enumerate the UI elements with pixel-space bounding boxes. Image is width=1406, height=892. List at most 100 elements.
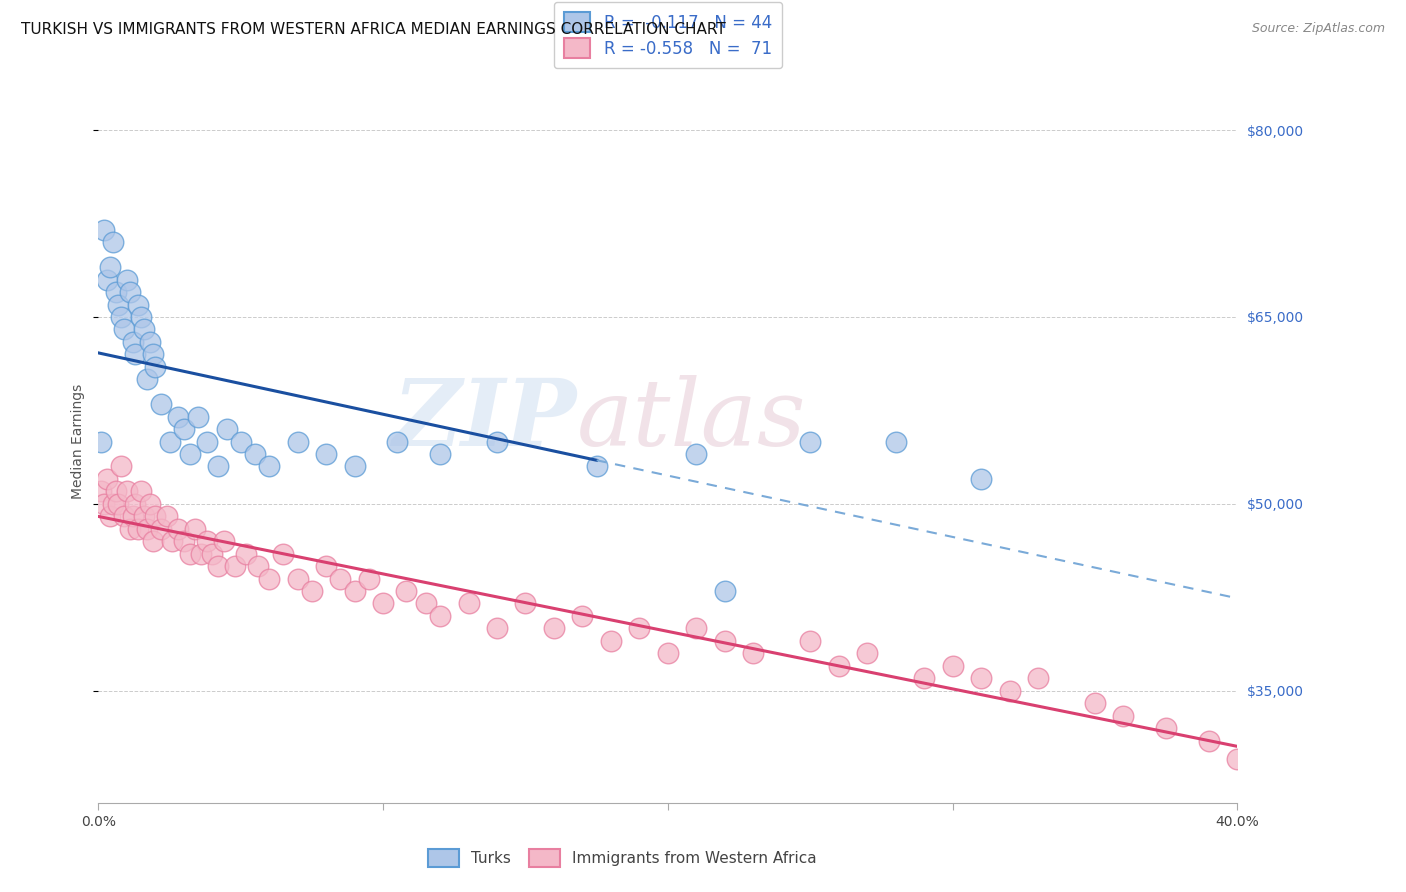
Point xyxy=(121,334,143,349)
Point xyxy=(90,484,112,499)
Point xyxy=(187,409,209,424)
Point xyxy=(118,522,141,536)
Point xyxy=(315,447,337,461)
Point xyxy=(112,509,135,524)
Point xyxy=(628,621,651,635)
Point xyxy=(98,509,121,524)
Point xyxy=(273,547,295,561)
Point xyxy=(129,484,152,499)
Point xyxy=(118,285,141,299)
Point xyxy=(714,584,737,599)
Point xyxy=(998,683,1021,698)
Point xyxy=(1084,696,1107,710)
Point xyxy=(115,272,138,286)
Point xyxy=(229,434,252,449)
Point xyxy=(96,472,118,486)
Point xyxy=(1112,708,1135,723)
Point xyxy=(224,559,246,574)
Point xyxy=(657,646,679,660)
Point xyxy=(415,597,437,611)
Point xyxy=(212,534,235,549)
Point xyxy=(173,422,195,436)
Point xyxy=(138,497,160,511)
Point xyxy=(912,671,935,685)
Point xyxy=(856,646,879,660)
Point xyxy=(156,509,179,524)
Point xyxy=(190,547,212,561)
Point xyxy=(742,646,765,660)
Point xyxy=(167,522,190,536)
Point xyxy=(159,434,181,449)
Point xyxy=(135,372,157,386)
Point xyxy=(195,434,218,449)
Text: atlas: atlas xyxy=(576,375,806,465)
Text: Source: ZipAtlas.com: Source: ZipAtlas.com xyxy=(1251,22,1385,36)
Point xyxy=(395,584,418,599)
Point xyxy=(1198,733,1220,747)
Point xyxy=(132,509,155,524)
Point xyxy=(685,621,707,635)
Point xyxy=(457,597,479,611)
Point xyxy=(287,572,309,586)
Point xyxy=(315,559,337,574)
Point xyxy=(600,633,623,648)
Point xyxy=(429,609,451,624)
Text: ZIP: ZIP xyxy=(392,375,576,465)
Point xyxy=(387,434,409,449)
Point xyxy=(112,322,135,336)
Point xyxy=(243,447,266,461)
Point xyxy=(201,547,224,561)
Point xyxy=(571,609,593,624)
Point xyxy=(515,597,537,611)
Y-axis label: Median Earnings: Median Earnings xyxy=(72,384,86,500)
Point xyxy=(110,459,132,474)
Point xyxy=(215,422,238,436)
Point xyxy=(145,509,167,524)
Point xyxy=(124,347,146,361)
Point xyxy=(141,347,163,361)
Point xyxy=(107,297,129,311)
Point xyxy=(429,447,451,461)
Point xyxy=(259,572,281,586)
Point xyxy=(343,459,366,474)
Point xyxy=(127,522,149,536)
Point xyxy=(343,584,366,599)
Point xyxy=(184,522,207,536)
Point xyxy=(150,397,173,411)
Point xyxy=(101,497,124,511)
Point xyxy=(1026,671,1049,685)
Point xyxy=(970,472,993,486)
Point xyxy=(96,272,118,286)
Point xyxy=(828,658,851,673)
Point xyxy=(138,334,160,349)
Point xyxy=(585,459,607,474)
Point xyxy=(127,297,149,311)
Point xyxy=(124,497,146,511)
Point xyxy=(129,310,152,324)
Point xyxy=(121,509,143,524)
Point xyxy=(141,534,163,549)
Point xyxy=(329,572,352,586)
Point xyxy=(104,484,127,499)
Point xyxy=(207,559,229,574)
Point xyxy=(884,434,907,449)
Point xyxy=(970,671,993,685)
Point xyxy=(799,434,821,449)
Point xyxy=(167,409,190,424)
Point xyxy=(98,260,121,274)
Point xyxy=(301,584,323,599)
Point xyxy=(259,459,281,474)
Point xyxy=(179,547,201,561)
Point xyxy=(150,522,173,536)
Point xyxy=(104,285,127,299)
Point xyxy=(799,633,821,648)
Point xyxy=(93,497,115,511)
Point xyxy=(195,534,218,549)
Point xyxy=(90,434,112,449)
Point xyxy=(110,310,132,324)
Point xyxy=(357,572,380,586)
Point xyxy=(486,621,509,635)
Point xyxy=(162,534,184,549)
Point xyxy=(115,484,138,499)
Point xyxy=(942,658,965,673)
